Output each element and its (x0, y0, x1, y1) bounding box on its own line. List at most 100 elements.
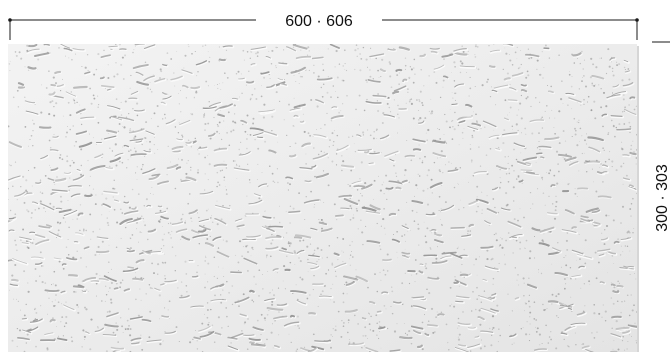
tile-fissure (162, 316, 168, 317)
tile-pinhole (512, 126, 513, 127)
tile-pinhole (541, 273, 542, 274)
tile-pinhole (382, 112, 384, 114)
tile-pinhole (293, 208, 295, 210)
tile-pinhole (625, 245, 626, 246)
tile-pinhole (306, 246, 308, 248)
tile-fissure (252, 344, 265, 345)
tile-pinhole (163, 245, 164, 246)
tile-pinhole (272, 173, 274, 175)
tile-pinhole (277, 47, 278, 48)
tile-pinhole (44, 282, 46, 284)
tile-pinhole (182, 214, 184, 216)
tile-pinhole (258, 197, 260, 199)
tile-pinhole (570, 297, 571, 298)
tile-pinhole (499, 263, 500, 264)
tile-pinhole (304, 131, 306, 133)
tile-pinhole (495, 233, 497, 235)
tile-pinhole (213, 117, 214, 118)
tile-pinhole (602, 147, 604, 149)
tile-pinhole (362, 335, 363, 336)
tile-pinhole (415, 259, 417, 261)
tile-pinhole (120, 64, 122, 66)
tile-pinhole (264, 317, 266, 319)
tile-pinhole (214, 85, 215, 86)
tile-pinhole (54, 184, 55, 185)
tile-pinhole (509, 84, 510, 85)
tile-pinhole (55, 102, 57, 104)
tile-pinhole (390, 306, 391, 307)
tile-pinhole (35, 268, 37, 270)
tile-pinhole (539, 149, 541, 151)
tile-pinhole (538, 269, 539, 270)
tile-pinhole (108, 64, 109, 65)
tile-pinhole (103, 50, 104, 51)
tile-pinhole (228, 111, 230, 113)
tile-pinhole (286, 211, 287, 212)
tile-pinhole (578, 170, 579, 171)
tile-pinhole (149, 148, 151, 150)
tile-pinhole (529, 257, 531, 259)
tile-pinhole (342, 65, 343, 66)
tile-pinhole (434, 331, 435, 332)
tile-pinhole (322, 257, 323, 258)
tile-fissure (452, 104, 457, 105)
tile-pinhole (162, 262, 163, 263)
tile-pinhole (530, 106, 531, 107)
tile-pinhole (357, 48, 358, 49)
tile-pinhole (289, 334, 290, 335)
tile-pinhole (512, 344, 513, 345)
tile-pinhole (226, 50, 227, 51)
tile-pinhole (159, 343, 161, 345)
tile-pinhole (602, 126, 604, 128)
tile-pinhole (279, 222, 281, 224)
tile-pinhole (553, 175, 555, 177)
tile-pinhole (529, 340, 530, 341)
tile-pinhole (475, 258, 477, 260)
tile-pinhole (13, 96, 15, 98)
tile-pinhole (85, 308, 87, 310)
tile-pinhole (123, 78, 125, 80)
tile-pinhole (147, 239, 148, 240)
tile-fissure (363, 318, 366, 319)
tile-pinhole (506, 205, 508, 207)
tile-pinhole (289, 183, 291, 185)
tile-pinhole (55, 284, 57, 286)
tile-pinhole (555, 206, 557, 208)
tile-pinhole (418, 110, 419, 111)
tile-pinhole (530, 208, 531, 209)
tile-pinhole (630, 126, 632, 128)
tile-pinhole (335, 326, 336, 327)
tile-pinhole (243, 246, 244, 247)
tile-pinhole (521, 117, 523, 119)
tile-pinhole (217, 88, 218, 89)
tile-pinhole (138, 315, 140, 317)
tile-pinhole (212, 324, 214, 326)
tile-pinhole (82, 346, 83, 347)
tile-pinhole (426, 133, 427, 134)
tile-pinhole (575, 133, 577, 135)
tile-pinhole (127, 328, 129, 330)
tile-pinhole (55, 300, 56, 301)
tile-fissure-highlight (332, 108, 337, 109)
tile-pinhole (270, 225, 271, 226)
tile-fissure (193, 276, 198, 277)
tile-fissure (128, 251, 135, 252)
tile-pinhole (608, 132, 610, 134)
tile-pinhole (605, 105, 607, 107)
tile-pinhole (629, 132, 630, 133)
tile-pinhole (320, 128, 321, 129)
tile-pinhole (536, 69, 537, 70)
tile-pinhole (597, 332, 598, 333)
tile-pinhole (580, 288, 581, 289)
tile-pinhole (385, 175, 387, 177)
tile-pinhole (450, 287, 452, 289)
tile-pinhole (621, 301, 622, 302)
tile-pinhole (63, 116, 64, 117)
tile-pinhole (595, 252, 597, 254)
tile-pinhole (395, 172, 396, 173)
tile-pinhole (331, 264, 333, 266)
tile-pinhole (458, 337, 459, 338)
tile-pinhole (60, 201, 62, 203)
tile-pinhole (462, 311, 463, 312)
